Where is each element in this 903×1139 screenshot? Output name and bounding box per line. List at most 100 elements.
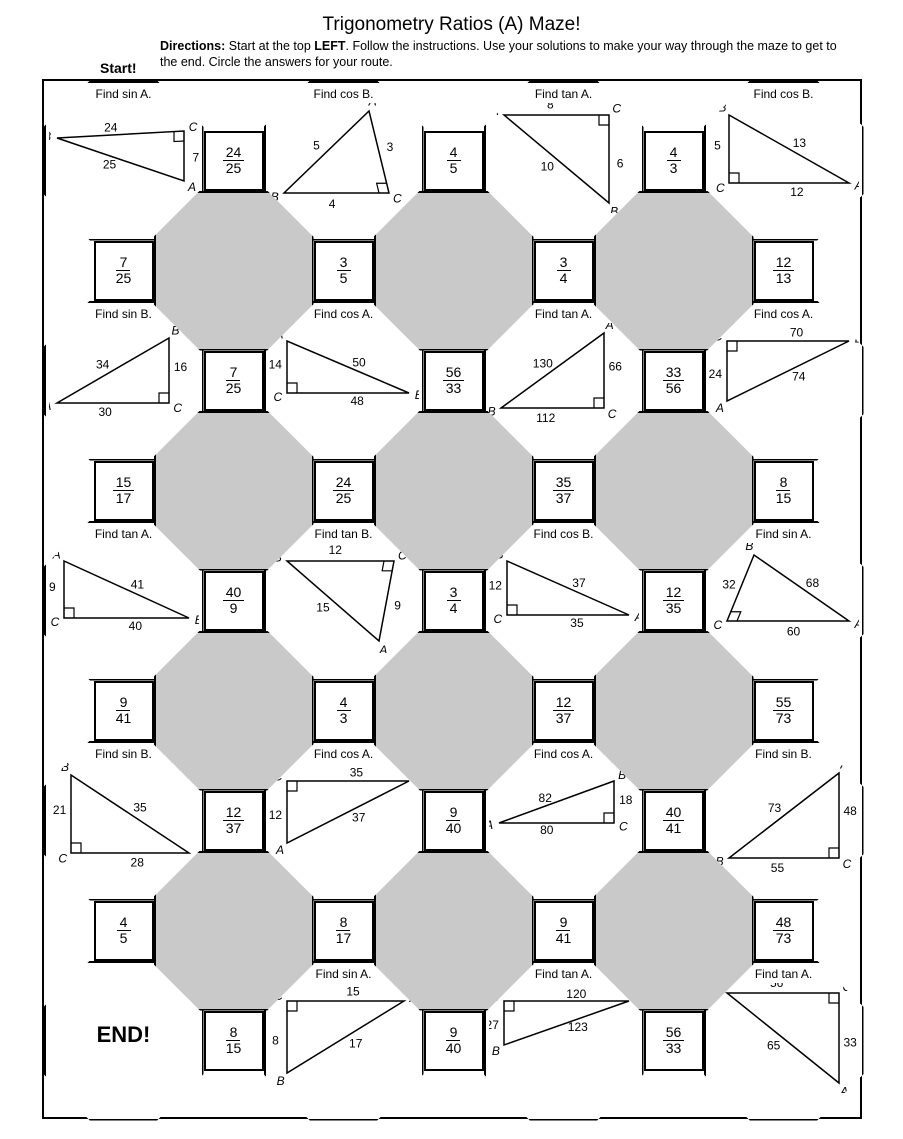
svg-text:B: B	[854, 331, 858, 345]
svg-text:A: A	[853, 616, 858, 630]
svg-text:28: 28	[130, 855, 144, 869]
svg-text:B: B	[718, 103, 726, 115]
svg-text:B: B	[414, 388, 418, 402]
directions-left: LEFT	[314, 39, 345, 53]
answer-sq-v-c2_12: 3537	[534, 461, 594, 521]
svg-text:3: 3	[386, 140, 393, 154]
svg-text:4: 4	[328, 197, 335, 211]
oct-label-r1c0: Find sin B.	[95, 307, 152, 321]
oct-label-r2c2: Find cos B.	[533, 527, 593, 541]
answer-sq-h-r2_23: 1235	[644, 571, 704, 631]
maze-grid: Find sin A.BCA24725Find cos B.ABC534Find…	[42, 79, 862, 1119]
svg-text:A: A	[604, 323, 613, 332]
svg-text:A: A	[489, 104, 498, 118]
svg-text:C: C	[842, 857, 851, 871]
answer-sq-h-r0_12: 45	[424, 131, 484, 191]
octagon-grey-r1c0	[154, 411, 314, 571]
oct-label-r2c0: Find tan A.	[95, 527, 152, 541]
answer-sq-v-c1_12: 2425	[314, 461, 374, 521]
svg-text:C: C	[612, 103, 621, 116]
svg-text:15: 15	[346, 984, 360, 998]
answer-sq-h-r3_12: 940	[424, 791, 484, 851]
answer-sq-h-r3_01: 1237	[204, 791, 264, 851]
svg-text:B: B	[610, 204, 618, 212]
svg-text:112: 112	[536, 410, 555, 424]
svg-text:A: A	[489, 817, 493, 831]
answer-sq-h-r4_23: 5633	[644, 1011, 704, 1071]
answer-sq-v-c1_01: 35	[314, 241, 374, 301]
svg-text:10: 10	[540, 159, 554, 173]
svg-text:A: A	[274, 843, 283, 857]
svg-text:C: C	[619, 819, 628, 833]
svg-text:12: 12	[328, 543, 342, 557]
answer-sq-h-r1_23: 3356	[644, 351, 704, 411]
svg-text:8: 8	[547, 103, 554, 112]
oct-label-r0c3: Find cos B.	[753, 87, 813, 101]
oct-label-r3c2: Find cos A.	[534, 747, 593, 761]
svg-text:B: B	[276, 1073, 284, 1087]
answer-sq-v-c3_23: 5573	[754, 681, 814, 741]
svg-text:18: 18	[619, 792, 633, 806]
svg-text:27: 27	[489, 1018, 499, 1032]
svg-text:A: A	[633, 610, 638, 624]
svg-text:B: B	[491, 1043, 499, 1057]
svg-text:16: 16	[173, 360, 187, 374]
svg-text:73: 73	[767, 801, 781, 815]
oct-label-r3c3: Find sin B.	[755, 747, 812, 761]
svg-text:74: 74	[792, 369, 806, 383]
answer-sq-v-c1_23: 43	[314, 681, 374, 741]
svg-text:C: C	[188, 119, 197, 133]
svg-text:A: A	[49, 398, 51, 412]
svg-text:B: B	[60, 763, 68, 774]
svg-text:C: C	[715, 180, 724, 194]
octagon-grey-r2c2	[594, 631, 754, 791]
svg-text:A: A	[853, 178, 858, 192]
answer-sq-h-r2_12: 34	[424, 571, 484, 631]
oct-label-r1c1: Find cos A.	[314, 307, 373, 321]
svg-text:130: 130	[532, 356, 552, 370]
svg-text:17: 17	[349, 1036, 363, 1050]
svg-text:13: 13	[792, 136, 806, 150]
answer-sq-v-c3_12: 815	[754, 461, 814, 521]
svg-text:B: B	[49, 129, 51, 143]
svg-text:32: 32	[722, 577, 736, 591]
svg-text:A: A	[367, 103, 376, 109]
answer-sq-v-c0_01: 725	[94, 241, 154, 301]
page-title: Trigonometry Ratios (A) Maze!	[0, 14, 903, 36]
svg-text:50: 50	[352, 355, 366, 369]
oct-label-r1c3: Find cos A.	[754, 307, 813, 321]
end-label: END!	[97, 1022, 151, 1048]
svg-text:55: 55	[770, 861, 784, 873]
oct-label-r0c1: Find cos B.	[313, 87, 373, 101]
svg-text:C: C	[50, 615, 59, 629]
svg-text:B: B	[745, 543, 753, 553]
octagon-grey-r3c2	[594, 851, 754, 1011]
directions-prefix: Directions:	[160, 39, 225, 53]
oct-label-r0c2: Find tan A.	[535, 87, 592, 101]
start-label: Start!	[100, 60, 137, 76]
octagon-grey-r3c1	[374, 851, 534, 1011]
svg-text:35: 35	[570, 615, 584, 629]
svg-text:14: 14	[269, 357, 282, 371]
svg-text:82: 82	[538, 790, 552, 804]
svg-text:68: 68	[805, 576, 819, 590]
directions: Directions: Start at the top LEFT. Follo…	[160, 38, 840, 71]
svg-text:66: 66	[608, 359, 622, 373]
svg-text:9: 9	[49, 579, 56, 593]
svg-text:A: A	[839, 763, 848, 772]
oct-label-r3c0: Find sin B.	[95, 747, 152, 761]
svg-text:37: 37	[352, 810, 366, 824]
svg-text:37: 37	[572, 576, 586, 590]
svg-text:8: 8	[272, 1033, 279, 1047]
svg-text:120: 120	[566, 987, 586, 1001]
svg-text:A: A	[51, 547, 60, 561]
svg-text:A: A	[378, 643, 387, 653]
answer-sq-h-r0_23: 43	[644, 131, 704, 191]
answer-sq-v-c2_34: 941	[534, 901, 594, 961]
svg-text:35: 35	[133, 800, 147, 814]
oct-label-r3c1: Find cos A.	[314, 747, 373, 761]
svg-text:C: C	[273, 389, 282, 403]
svg-text:70: 70	[789, 325, 803, 339]
svg-text:65: 65	[766, 1038, 780, 1052]
svg-text:5: 5	[714, 138, 721, 152]
